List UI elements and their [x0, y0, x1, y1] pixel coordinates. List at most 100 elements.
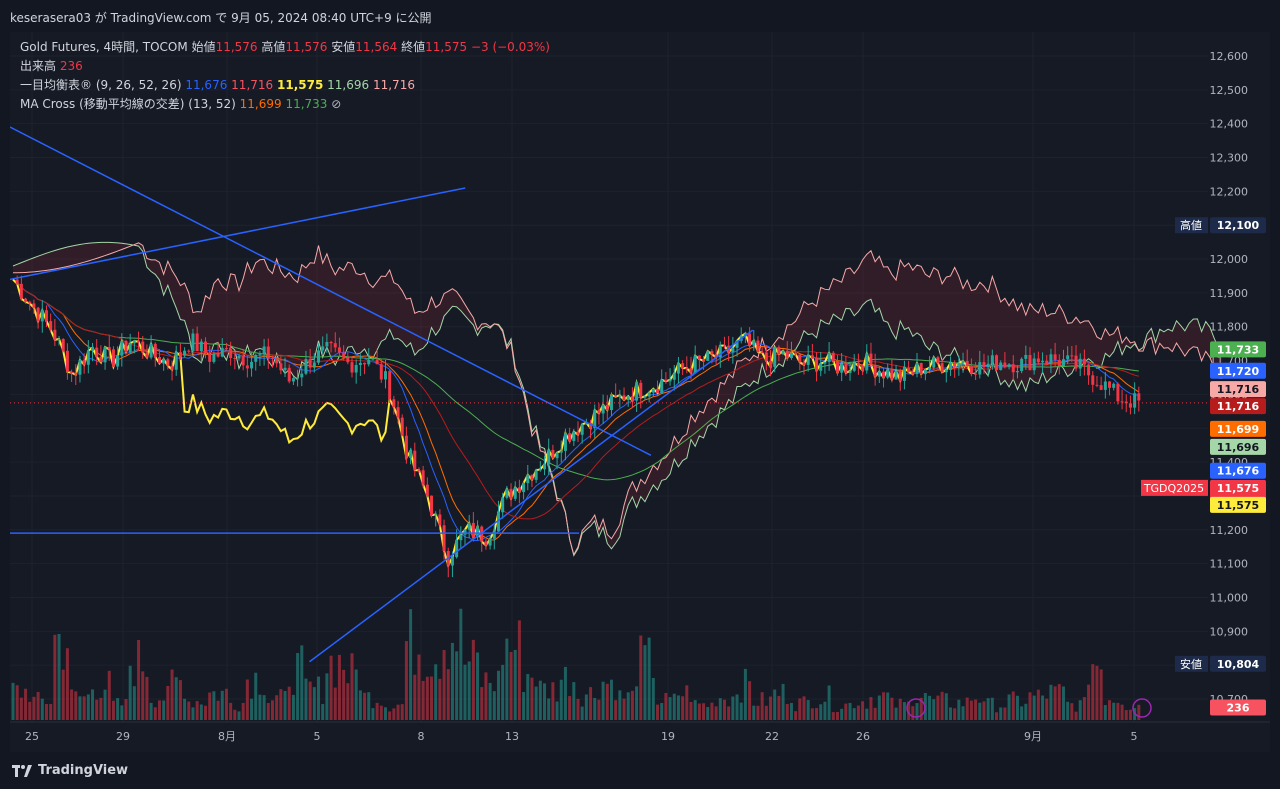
- price-chart[interactable]: 12,600 12,500 12,400 12,300 12,200 12,100 12,0…: [9, 32, 1270, 752]
- candle-body: [827, 352, 831, 362]
- symbol-legend-row[interactable]: Gold Futures, 4時間, TOCOM 始値11,576 高値11,5…: [20, 38, 550, 57]
- volume-bar: [237, 711, 241, 720]
- candle-body: [974, 373, 978, 375]
- upper-trendline: [9, 187, 466, 281]
- candle-body: [660, 379, 664, 393]
- candle-body: [798, 354, 802, 363]
- volume-bar: [932, 699, 936, 720]
- volume-bar: [614, 700, 618, 720]
- candle-body: [137, 341, 141, 343]
- volume-bar: [220, 690, 224, 720]
- candle-body: [321, 346, 325, 351]
- candle-body: [672, 373, 676, 380]
- volume-bar: [756, 705, 760, 720]
- publish-bar: keserasera03 が TradingView.com で 9月 05, …: [0, 0, 1280, 32]
- candle-body: [815, 357, 819, 371]
- candle-body: [852, 362, 856, 371]
- y-tick-label: 12,200: [1210, 185, 1249, 198]
- volume-bar: [388, 711, 392, 720]
- candle-body: [551, 449, 555, 459]
- candle-body: [128, 343, 132, 353]
- eye-off-icon[interactable]: ⊘: [331, 97, 342, 111]
- volume-bar: [396, 704, 400, 720]
- candle-body: [480, 526, 484, 542]
- volume-bar: [1078, 700, 1082, 720]
- volume-bar: [630, 690, 634, 720]
- volume-bar: [856, 705, 860, 720]
- ma-legend-row[interactable]: MA Cross (移動平均線の交差) (13, 52) 11,699 11,7…: [20, 95, 550, 114]
- split-icon[interactable]: [906, 698, 926, 718]
- volume-bar: [530, 677, 534, 720]
- price-label-text: 12,100: [1217, 219, 1260, 232]
- volume-bar: [1011, 691, 1015, 720]
- tradingview-brand[interactable]: TradingView: [12, 763, 128, 778]
- candle-body: [643, 396, 647, 398]
- volume-bar: [609, 679, 613, 720]
- volume-bar: [36, 691, 40, 720]
- candle-body: [932, 357, 936, 368]
- volume-bar: [656, 704, 660, 720]
- volume-bar: [798, 698, 802, 720]
- candle-body: [174, 352, 178, 370]
- volume-bar: [1007, 694, 1011, 720]
- candle-body: [434, 514, 438, 516]
- price-label: [1210, 699, 1266, 716]
- candle-body: [237, 355, 241, 359]
- dividend-icon[interactable]: [1132, 698, 1152, 718]
- candle-body: [70, 371, 74, 373]
- volume-legend-row[interactable]: 出来高 236: [20, 57, 550, 76]
- volume-bar: [1137, 704, 1141, 720]
- candle-body: [86, 350, 90, 365]
- volume-bar: [676, 695, 680, 720]
- volume-bar: [702, 703, 706, 720]
- candle-body: [501, 497, 505, 513]
- volume-bar: [325, 673, 329, 720]
- candle-body: [940, 363, 944, 373]
- volume-bar: [559, 679, 563, 720]
- volume-bar: [999, 707, 1003, 720]
- volume-bar: [835, 711, 839, 720]
- ichimoku-legend-row[interactable]: 一目均衡表® (9, 26, 52, 26) 11,676 11,716 11,…: [20, 76, 550, 95]
- volume-bar: [241, 702, 245, 720]
- volume-bar: [350, 653, 354, 720]
- volume-bar: [580, 706, 584, 720]
- chart-panel[interactable]: 12,600 12,500 12,400 12,300 12,200 12,100 12,0…: [9, 32, 1270, 752]
- volume-bar: [710, 702, 714, 720]
- candle-body: [358, 362, 362, 366]
- price-label-text: 11,716: [1217, 383, 1260, 396]
- volume-bar: [476, 652, 480, 720]
- volume-bar: [70, 689, 74, 720]
- candle-body: [513, 487, 517, 499]
- volume-bar: [1103, 705, 1107, 720]
- candle-body: [928, 367, 932, 370]
- volume-bar: [74, 691, 78, 720]
- volume-bar: [568, 696, 572, 720]
- axis-tag: [1175, 217, 1208, 234]
- candle-body: [262, 346, 266, 355]
- ichimoku-span-a-value: 11,696: [327, 78, 370, 92]
- volume-bar: [40, 698, 44, 720]
- volume-bar: [505, 638, 509, 720]
- candle-body: [1053, 354, 1057, 360]
- candle-body: [802, 362, 806, 365]
- candle-body: [509, 488, 513, 499]
- candle-body: [111, 349, 115, 367]
- volume-bar: [191, 707, 195, 720]
- volume-bar: [329, 655, 333, 720]
- candle-body: [36, 307, 40, 322]
- candle-body: [630, 396, 634, 401]
- candle-body: [283, 367, 287, 371]
- candle-body: [388, 371, 392, 400]
- candle-body: [702, 358, 706, 361]
- volume-bar: [769, 696, 773, 720]
- candle-body: [275, 358, 279, 364]
- volume-bar: [517, 620, 521, 720]
- y-tick-label: 10,900: [1210, 625, 1249, 638]
- candle-body: [856, 362, 860, 366]
- candle-body: [266, 346, 270, 358]
- candle-body: [183, 350, 187, 356]
- volume-bar: [312, 687, 316, 720]
- candle-body: [99, 356, 103, 363]
- candle-body: [216, 353, 220, 357]
- candle-body: [1120, 401, 1124, 403]
